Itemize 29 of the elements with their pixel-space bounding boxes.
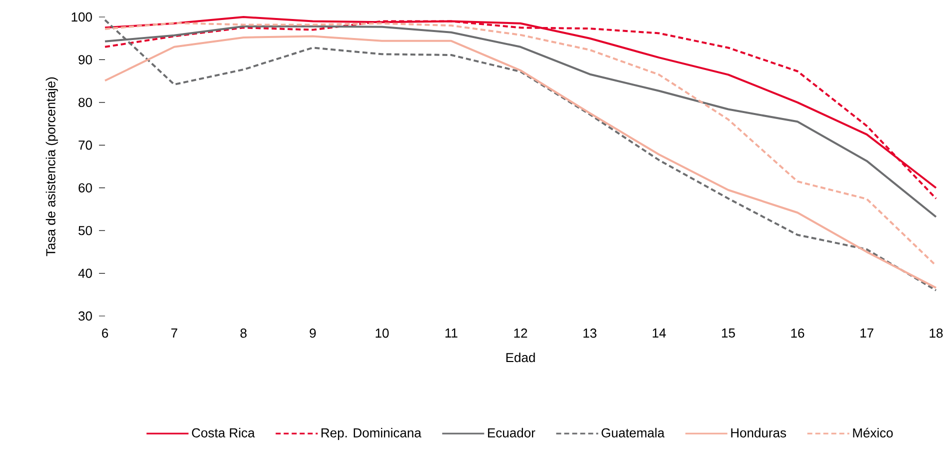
x-axis-title: Edad [506,352,535,362]
legend-label: Guatemala [602,428,665,438]
y-tick-label: 30 [78,311,92,321]
y-tick-label: 40 [78,268,92,278]
y-axis-title: Tasa de asistencia (porcentaje) [46,77,58,256]
legend-label: Honduras [731,428,786,438]
legend-label: Costa Rica [192,428,255,438]
legend-label: Rep. Dominicana [322,428,422,440]
y-tick-label: 70 [78,140,92,150]
x-tick-label: 14 [652,328,666,338]
x-tick-label: 10 [376,328,389,338]
y-tick-label: 60 [78,183,92,192]
legend-label: México [853,428,893,438]
x-tick-label: 6 [102,328,108,338]
x-tick-label: 9 [310,328,316,338]
y-tick-label: 90 [78,55,92,64]
x-tick-label: 17 [860,328,874,338]
y-tick-label: 100 [72,12,92,22]
y-tick-label: 80 [78,98,92,108]
x-tick-label: 7 [171,328,178,338]
x-tick-label: 13 [584,328,596,338]
x-tick-label: 16 [791,328,804,338]
legend-label: Ecuador [488,428,536,438]
x-tick-label: 11 [445,328,458,338]
x-tick-label: 12 [514,328,528,338]
x-tick-label: 8 [240,328,247,338]
y-tick-label: 50 [78,226,92,236]
x-tick-label: 15 [722,328,735,338]
x-tick-label: 18 [930,328,943,338]
